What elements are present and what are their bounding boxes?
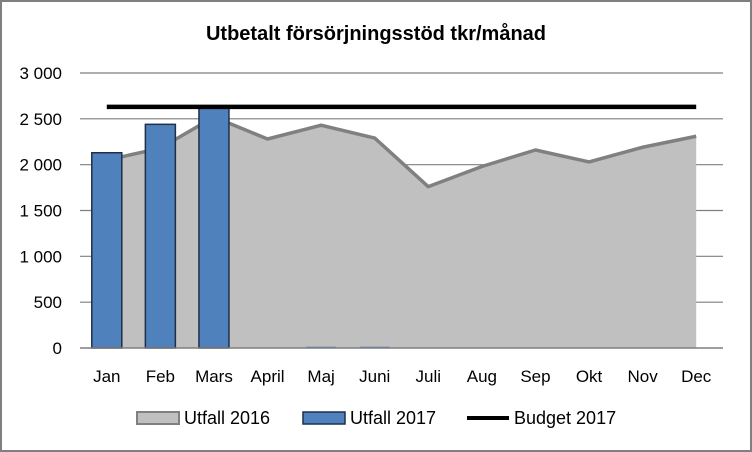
y-tick-label: 2 500 bbox=[19, 110, 62, 129]
y-tick-label: 1 000 bbox=[19, 247, 62, 266]
x-tick-label: Jan bbox=[93, 367, 120, 386]
bar-utfall-2017 bbox=[144, 123, 177, 349]
y-tick-label: 1 500 bbox=[19, 202, 62, 221]
chart-title: Utbetalt försörjningsstöd tkr/månad bbox=[206, 22, 546, 45]
x-tick-label: Feb bbox=[146, 367, 175, 386]
legend-label: Budget 2017 bbox=[514, 408, 616, 428]
x-tick-label: Juni bbox=[359, 367, 390, 386]
x-tick-label: Sep bbox=[520, 367, 550, 386]
y-tick-label: 3 000 bbox=[19, 64, 62, 83]
bar-utfall-2017 bbox=[198, 107, 230, 349]
axes: 0 500 1 000 1 500 2 000 2 500 3 000 Jan Feb Mars A… bbox=[19, 64, 723, 386]
y-tick-label: 2 000 bbox=[19, 156, 62, 175]
legend-swatch-utfall-2016 bbox=[136, 411, 180, 425]
x-tick-label: Maj bbox=[307, 367, 334, 386]
bar-utfall-2017 bbox=[91, 152, 123, 349]
legend-label: Utfall 2016 bbox=[184, 408, 270, 428]
x-tick-label: Okt bbox=[576, 367, 603, 386]
x-tick-label: Nov bbox=[628, 367, 659, 386]
y-tick-label: 0 bbox=[53, 339, 62, 358]
y-tick-label: 500 bbox=[34, 293, 62, 312]
x-tick-label: April bbox=[251, 367, 285, 386]
x-tick-label: Mars bbox=[195, 367, 233, 386]
bar-series-utfall-2017 bbox=[91, 107, 390, 349]
legend: Utfall 2016 Utfall 2017 Budget 2017 bbox=[136, 408, 616, 428]
area-fill-utfall-2016 bbox=[106, 117, 697, 348]
x-tick-label: Aug bbox=[467, 367, 497, 386]
legend-swatch-utfall-2017 bbox=[302, 411, 346, 425]
legend-label: Utfall 2017 bbox=[350, 408, 436, 428]
x-tick-label: Dec bbox=[681, 367, 712, 386]
x-tick-label: Juli bbox=[416, 367, 442, 386]
